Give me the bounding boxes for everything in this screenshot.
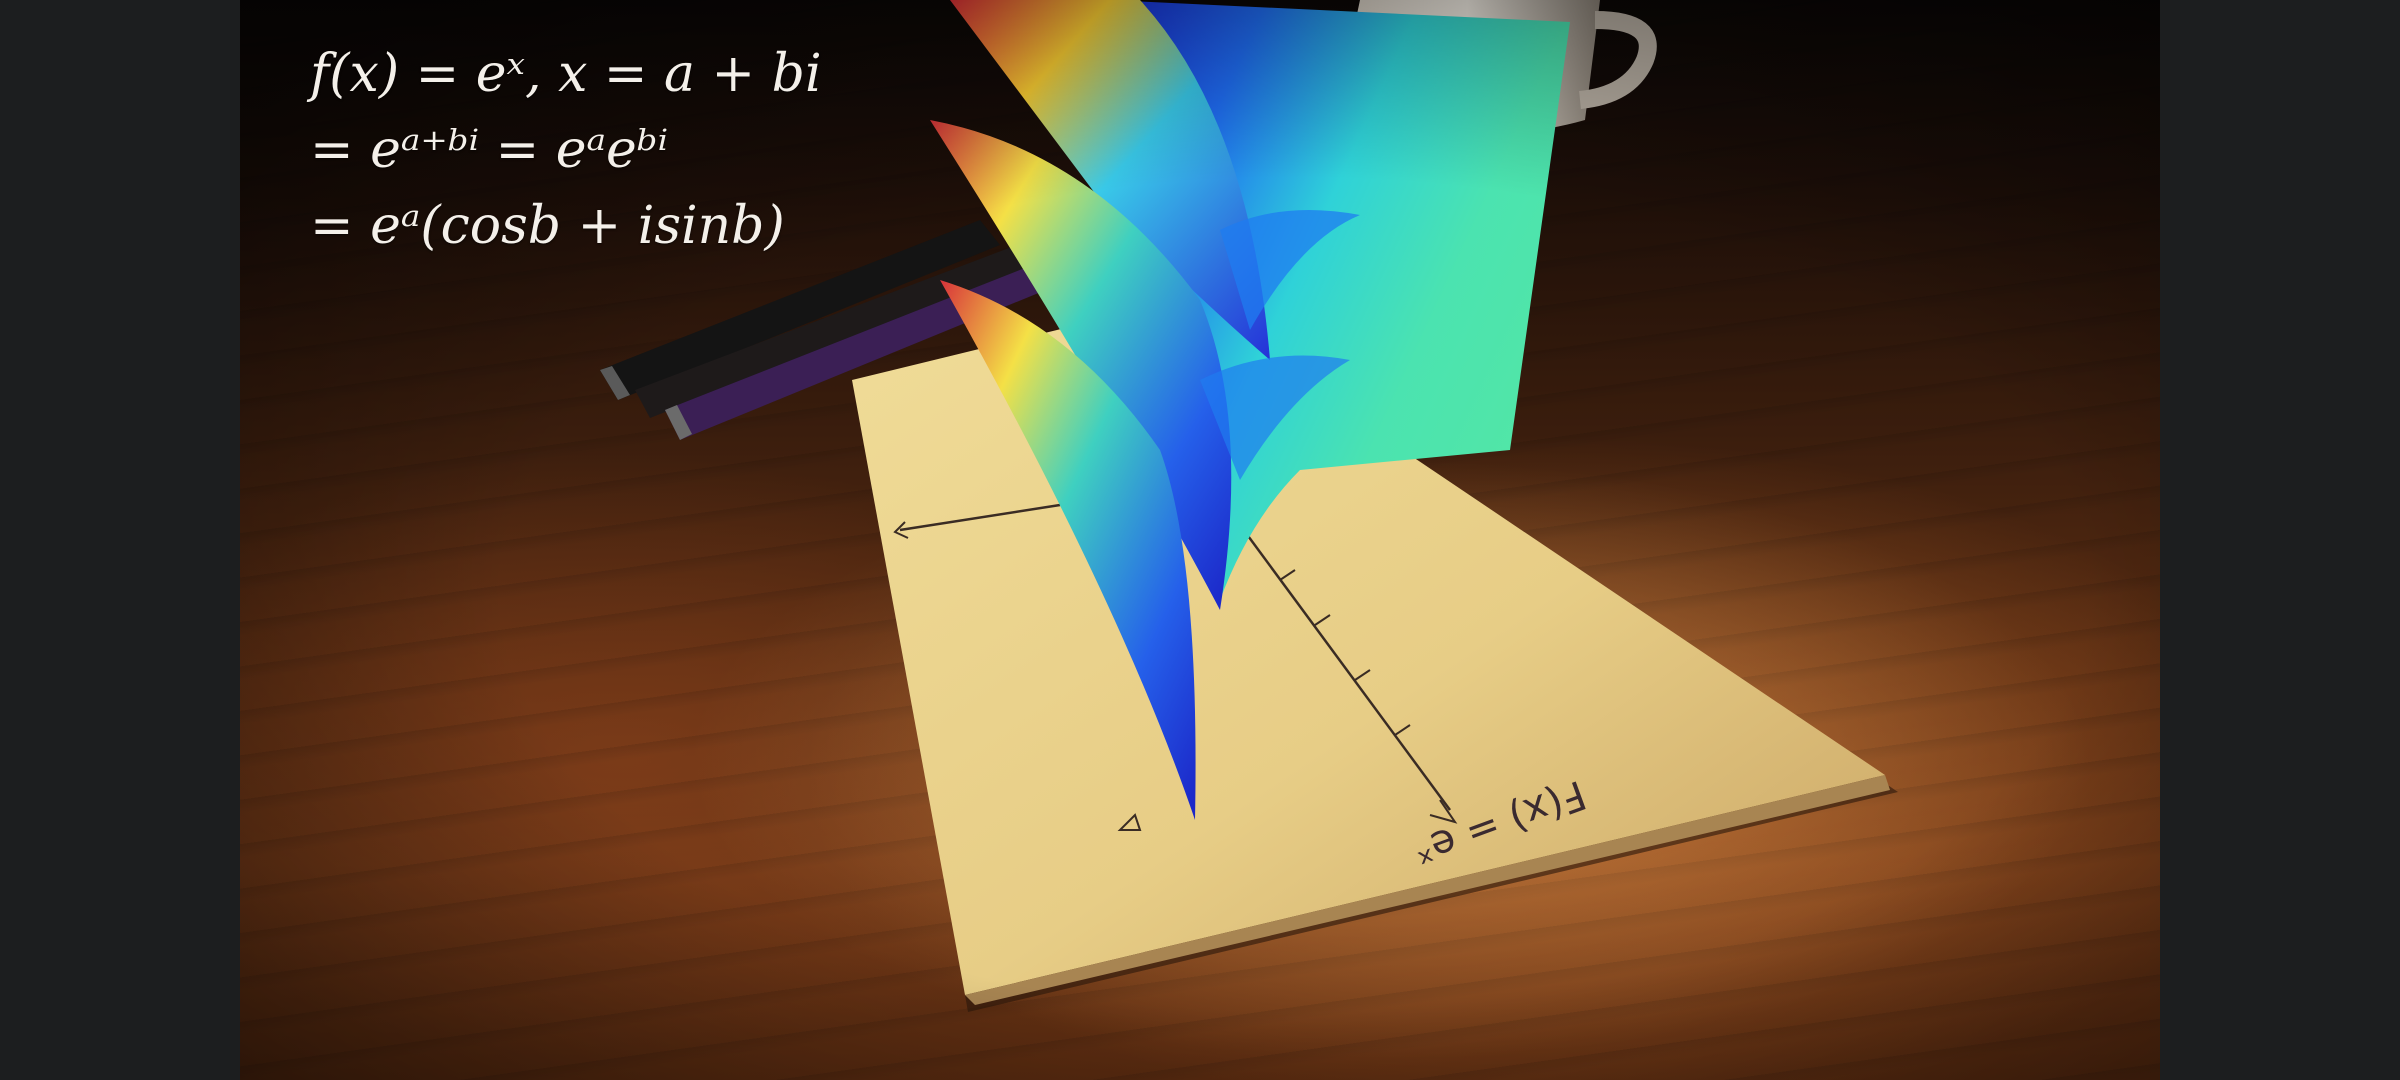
left-letterbox	[0, 0, 240, 1080]
right-letterbox	[2160, 0, 2400, 1080]
equation-line-3: = eᵃ(cosb + isinb)	[310, 196, 785, 256]
equation-block: f(x) = eˣ, x = a + bi = eᵃ⁺ᵇⁱ = eᵃeᵇⁱ = …	[310, 48, 822, 276]
photo-vignette	[240, 0, 2160, 1080]
equation-line-2: = eᵃ⁺ᵇⁱ = eᵃeᵇⁱ	[310, 120, 669, 180]
photo-frame: F(x) = eˣ f(x) = eˣ, x = a + bi = eᵃ⁺ᵇⁱ …	[240, 0, 2160, 1080]
equation-line-1: f(x) = eˣ, x = a + bi	[310, 44, 822, 104]
